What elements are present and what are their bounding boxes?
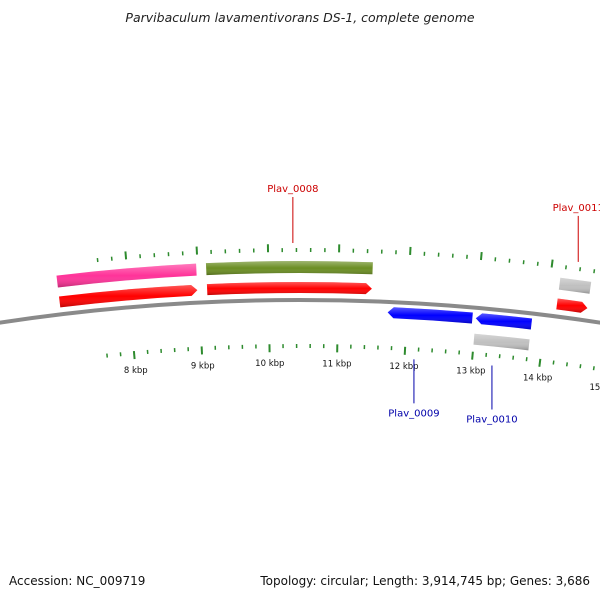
major-tick — [550, 259, 554, 268]
minor-tick — [579, 364, 582, 369]
forward-feature-olive-shading — [205, 260, 373, 276]
scale-label: 11 kbp — [322, 359, 351, 369]
gene-label-plav-0010: Plav_0010 — [466, 414, 517, 425]
genome-stats-text: Topology: circular; Length: 3,914,745 bp… — [260, 574, 590, 588]
tick-marks — [96, 244, 596, 371]
minor-tick — [579, 267, 582, 272]
reverse-feature-grey-shading — [473, 333, 530, 351]
major-tick — [471, 351, 474, 360]
scale-label: 13 kbp — [456, 367, 485, 377]
features — [56, 260, 592, 351]
minor-tick — [592, 366, 595, 371]
map-title: Parvibaculum lavamentivorans DS-1, compl… — [125, 10, 475, 25]
accession-text: Accession: NC_009719 — [9, 574, 146, 588]
forward-feature-grey-shading — [558, 277, 592, 294]
forward-gene-plav-0008-shading — [206, 281, 372, 296]
forward-feature-pink-shading — [56, 263, 197, 288]
genome-backbone — [0, 298, 600, 325]
major-tick — [132, 350, 136, 360]
scale-label: 8 kbp — [124, 366, 148, 376]
forward-gene-1-shading — [58, 284, 198, 308]
scale-label: 15 kbp — [589, 383, 600, 393]
labels: 8 kbp 9 kbp 10 kbp 11 kbp 12 kbp 13 kbp 14 kbp… — [124, 184, 600, 425]
gene-label-plav-0011: Plav_0011 — [553, 203, 600, 214]
major-tick — [124, 251, 128, 260]
gene-label-plav-0009: Plav_0009 — [388, 408, 439, 419]
minor-tick — [565, 265, 568, 270]
scale-label: 9 kbp — [191, 361, 215, 371]
minor-tick — [565, 362, 569, 367]
forward-gene-plav-0011-shading — [556, 298, 588, 313]
major-tick — [479, 251, 483, 261]
minor-tick — [593, 269, 596, 274]
reverse-gene-plav-0010-shading — [475, 313, 533, 330]
scale-label: 12 kbp — [389, 362, 418, 372]
major-tick — [538, 358, 542, 367]
scale-label: 14 kbp — [523, 374, 552, 384]
gene-label-plav-0008: Plav_0008 — [267, 184, 318, 195]
reverse-gene-plav-0009-shading — [387, 307, 473, 324]
scale-label: 10 kbp — [255, 359, 284, 369]
minor-tick — [552, 360, 555, 365]
